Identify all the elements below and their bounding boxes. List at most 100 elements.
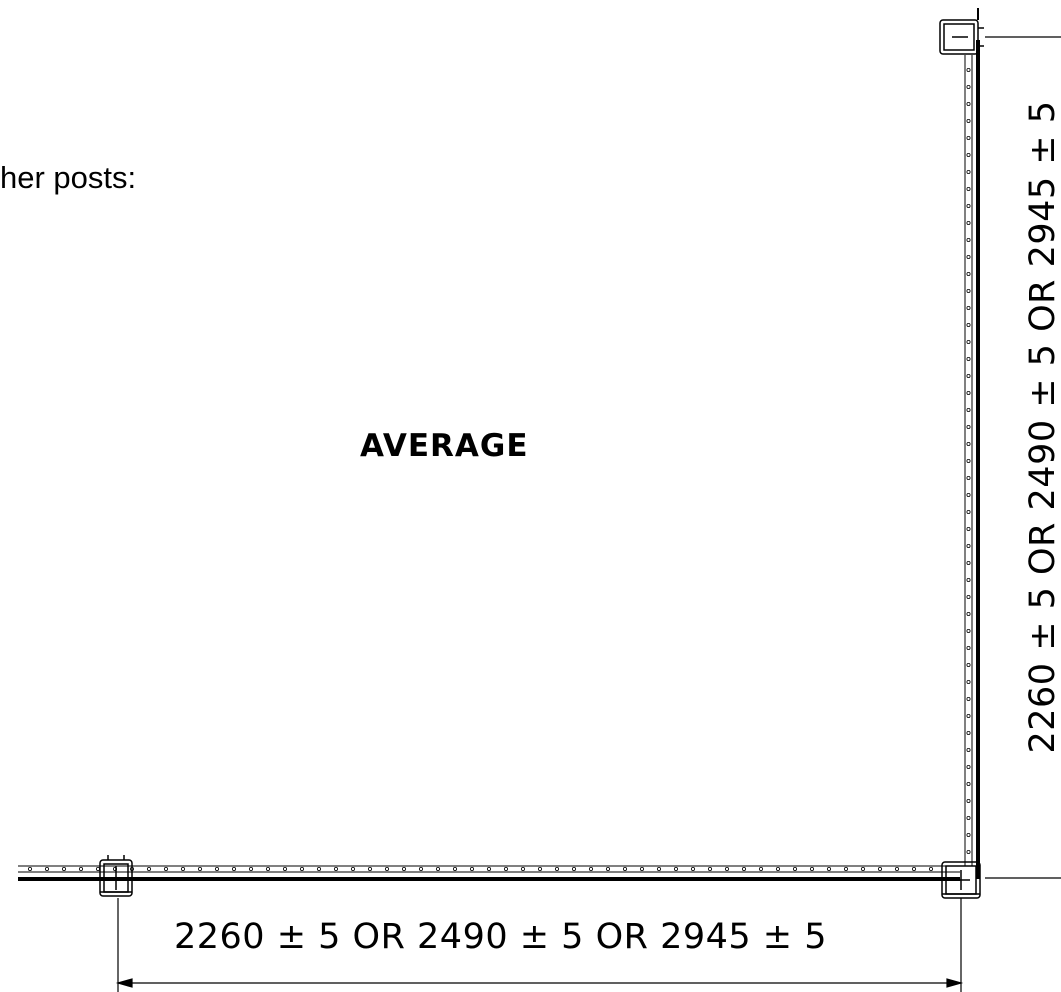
rivet-hole <box>966 407 971 412</box>
rivet-hole <box>521 867 526 872</box>
rivet-hole <box>966 765 971 770</box>
bottom-rail-holes <box>27 867 934 872</box>
rivet-hole <box>452 867 457 872</box>
diagram-title: AVERAGE <box>360 428 529 464</box>
rivet-hole <box>793 867 798 872</box>
rivet-hole <box>966 152 971 157</box>
rivet-hole <box>966 595 971 600</box>
rivet-hole <box>966 458 971 463</box>
rivet-hole <box>810 867 815 872</box>
rivet-hole <box>966 220 971 225</box>
rivet-hole <box>623 867 628 872</box>
horizontal-dimension-label: 2260 ± 5 OR 2490 ± 5 OR 2945 ± 5 <box>174 917 827 957</box>
rivet-hole <box>966 186 971 191</box>
rivet-hole <box>197 867 202 872</box>
rivet-hole <box>45 867 50 872</box>
rivet-hole <box>966 612 971 617</box>
rivet-hole <box>333 867 338 872</box>
rivet-hole <box>966 390 971 395</box>
rivet-hole <box>966 492 971 497</box>
rivet-hole <box>929 867 934 872</box>
rivet-hole <box>572 867 577 872</box>
rivet-hole <box>966 816 971 821</box>
rivet-hole <box>79 867 84 872</box>
rivet-hole <box>725 867 730 872</box>
rivet-hole <box>657 867 662 872</box>
dimension-lines <box>115 36 1061 992</box>
rivet-hole <box>861 867 866 872</box>
rivet-hole <box>776 867 781 872</box>
rivet-hole <box>180 867 185 872</box>
rivet-hole <box>966 441 971 446</box>
rivet-hole <box>878 867 883 872</box>
rivet-hole <box>27 867 32 872</box>
rivet-hole <box>966 748 971 753</box>
post-bottom-left <box>99 855 133 897</box>
rivet-hole <box>265 867 270 872</box>
rivet-hole <box>62 867 67 872</box>
rivet-hole <box>966 254 971 259</box>
bottom-rail <box>18 865 960 881</box>
rivet-hole <box>966 833 971 838</box>
rivet-hole <box>966 509 971 514</box>
rivet-hole <box>966 697 971 702</box>
rivet-hole <box>966 68 971 73</box>
rivet-hole <box>895 867 900 872</box>
rivet-hole <box>691 867 696 872</box>
rivet-hole <box>966 646 971 651</box>
rivet-hole <box>674 867 679 872</box>
rivet-hole <box>966 322 971 327</box>
rivet-hole <box>163 867 168 872</box>
rivet-hole <box>384 867 389 872</box>
rivet-hole <box>966 731 971 736</box>
rivet-hole <box>96 867 101 872</box>
rivet-hole <box>966 271 971 276</box>
right-rail <box>964 40 980 879</box>
rivet-hole <box>966 339 971 344</box>
vertical-dimension-label: 2260 ± 5 OR 2490 ± 5 OR 2945 ± 5 <box>1023 100 1061 754</box>
right-rail-holes <box>966 68 971 855</box>
rivet-hole <box>966 424 971 429</box>
rivet-hole <box>966 373 971 378</box>
rivet-hole <box>146 867 151 872</box>
rivet-hole <box>248 867 253 872</box>
rivet-hole <box>966 782 971 787</box>
rivet-hole <box>966 305 971 310</box>
rivet-hole <box>367 867 372 872</box>
rivet-hole <box>966 578 971 583</box>
rivet-hole <box>966 203 971 208</box>
rivet-hole <box>966 561 971 566</box>
rivet-hole <box>555 867 560 872</box>
rivet-hole <box>966 288 971 293</box>
rivet-hole <box>282 867 287 872</box>
rivet-hole <box>966 356 971 361</box>
rivet-hole <box>966 714 971 719</box>
rivet-hole <box>966 850 971 855</box>
rivet-hole <box>912 867 917 872</box>
rivet-hole <box>214 867 219 872</box>
rivet-hole <box>966 85 971 90</box>
rivet-hole <box>966 169 971 174</box>
caption-text: her posts: <box>0 160 137 195</box>
rivet-hole <box>350 867 355 872</box>
rivet-hole <box>966 475 971 480</box>
rivet-hole <box>966 237 971 242</box>
rivet-hole <box>966 680 971 685</box>
rivet-hole <box>231 867 236 872</box>
post-top-right <box>939 8 984 55</box>
rivet-hole <box>606 867 611 872</box>
rivet-hole <box>708 867 713 872</box>
rivet-hole <box>640 867 645 872</box>
rivet-hole <box>966 799 971 804</box>
rivet-hole <box>316 867 321 872</box>
rivet-hole <box>538 867 543 872</box>
rivet-hole <box>503 867 508 872</box>
rivet-hole <box>469 867 474 872</box>
rivet-hole <box>966 135 971 140</box>
rivet-hole <box>966 527 971 532</box>
rivet-hole <box>486 867 491 872</box>
rivet-hole <box>742 867 747 872</box>
rivet-hole <box>966 119 971 124</box>
rivet-hole <box>418 867 423 872</box>
